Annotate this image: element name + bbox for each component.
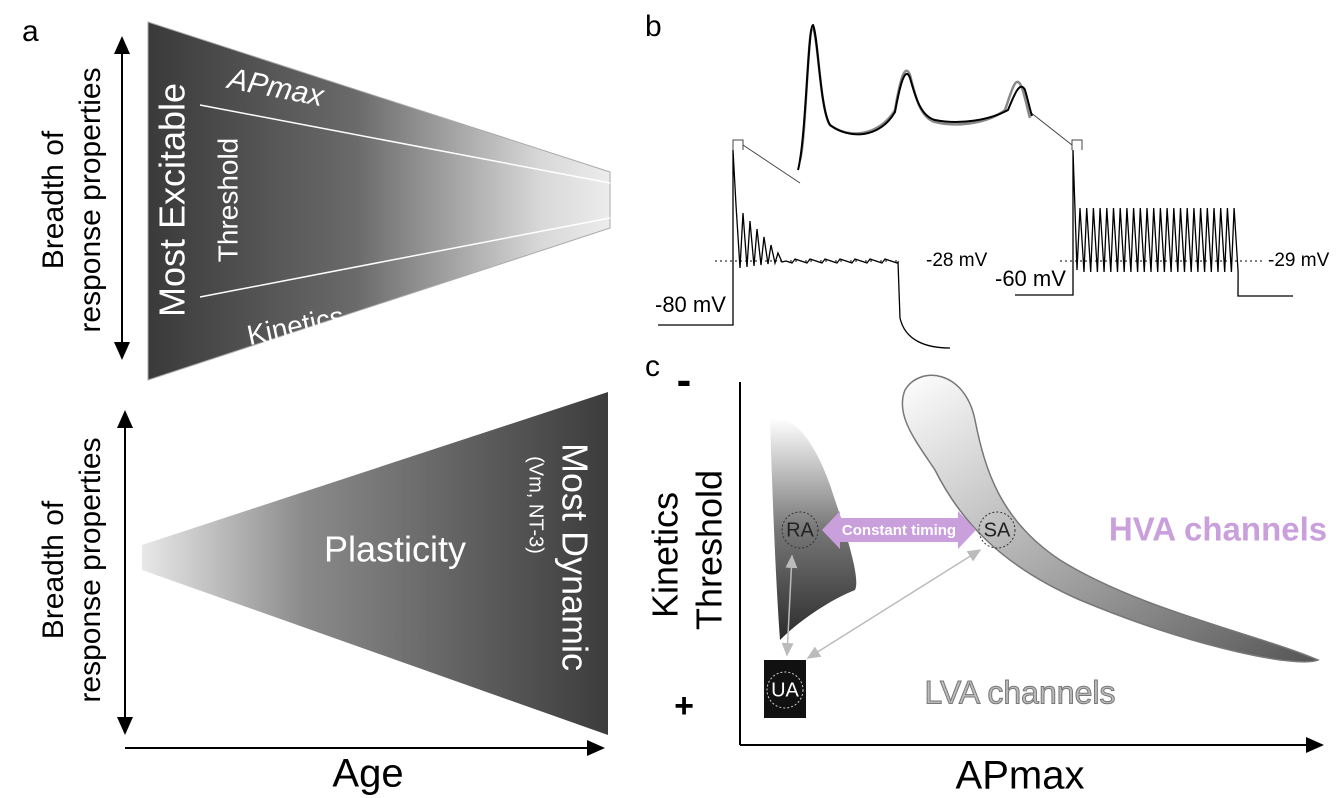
voltage-label: -80 mV (655, 292, 726, 317)
axis-label: Breadth of (37, 130, 70, 269)
panel-label: c (645, 350, 660, 383)
axis-label: Threshold (689, 470, 730, 630)
wedge-label: Most Excitable (152, 83, 193, 317)
wedge-label: Threshold (212, 138, 243, 263)
cell-type-label: SA (984, 519, 1011, 541)
voltage-label: -28 mV (926, 250, 988, 271)
wedge-note: (Vm, NT-3) (525, 456, 547, 554)
axis-label: Kinetics (645, 492, 686, 618)
axis-label: Breadth of (37, 500, 70, 639)
zoom-bracket (1030, 112, 1082, 150)
axis-label: APmax (956, 754, 1085, 798)
voltage-trace (658, 150, 950, 348)
axis-label: response properties (74, 437, 107, 702)
axis-label: Age (332, 752, 403, 796)
cell-type-label: UA (771, 679, 799, 701)
voltage-label: -60 mV (995, 266, 1066, 291)
panel-label: a (22, 15, 39, 48)
timing-label: Constant timing (842, 522, 956, 539)
voltage-label: -29 mV (1268, 250, 1330, 271)
channel-label: LVA channels (925, 674, 1116, 710)
panel-label: b (645, 10, 662, 43)
axis-end-label: + (674, 687, 694, 725)
axis-label: response properties (74, 67, 107, 332)
axis-end-label: - (677, 356, 692, 405)
cell-type-label: RA (786, 519, 814, 541)
wedge-label: Most Dynamic (554, 443, 595, 671)
wedge-label: Plasticity (324, 529, 466, 570)
channel-label: HVA channels (1109, 511, 1327, 548)
figure: a Breadth of response properties Most Ex… (0, 0, 1338, 798)
zoom-bracket (733, 140, 800, 183)
